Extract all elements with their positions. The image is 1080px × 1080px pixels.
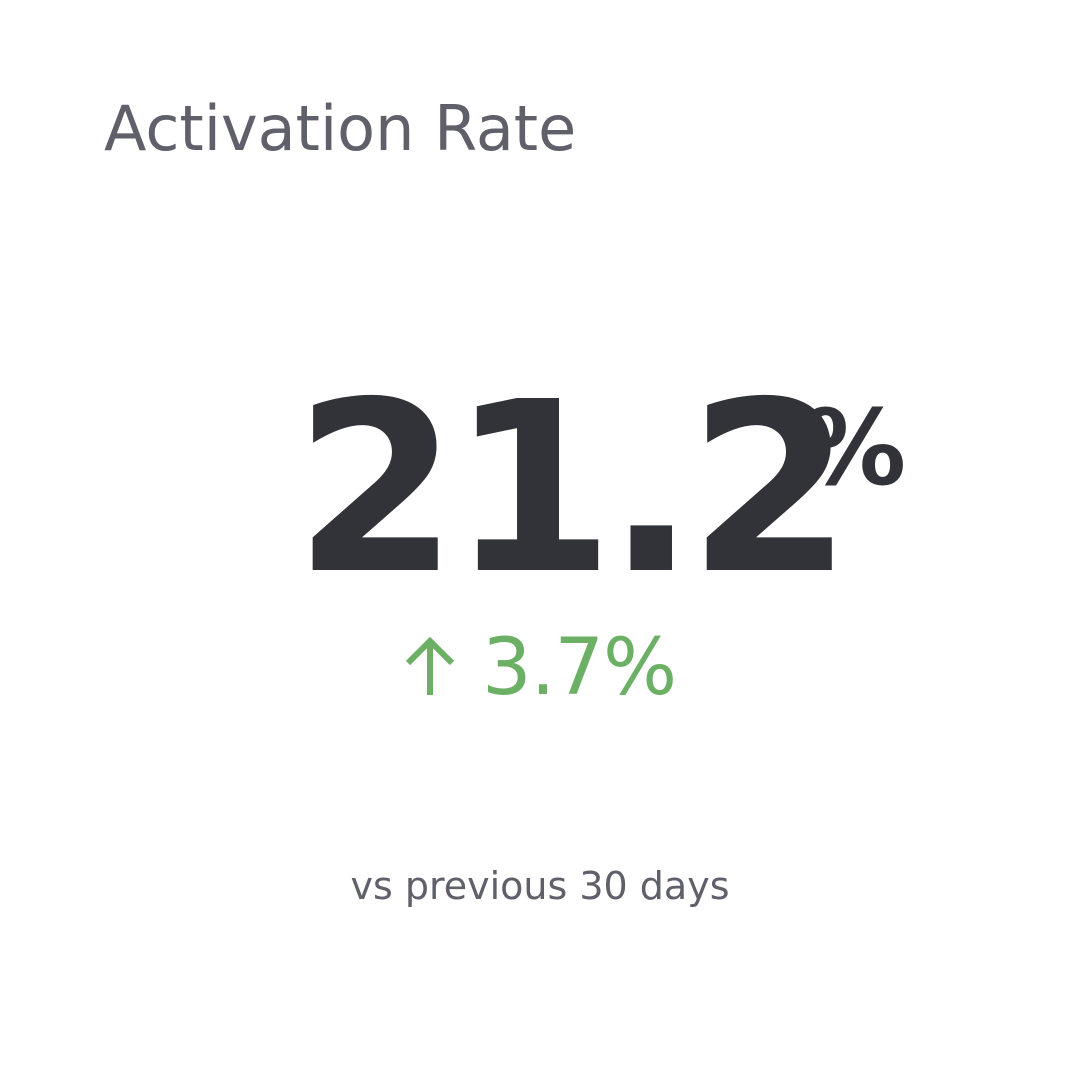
kpi-value-group: 21.2 % xyxy=(294,351,906,626)
arrow-up-icon xyxy=(402,636,458,699)
kpi-value-unit: % xyxy=(802,387,907,509)
kpi-change: 3.7% xyxy=(402,623,677,713)
kpi-value: 21.2 xyxy=(294,351,852,626)
kpi-change-value: 3.7% xyxy=(482,623,677,713)
comparison-label: vs previous 30 days xyxy=(350,864,730,908)
kpi-title: Activation Rate xyxy=(104,92,577,165)
